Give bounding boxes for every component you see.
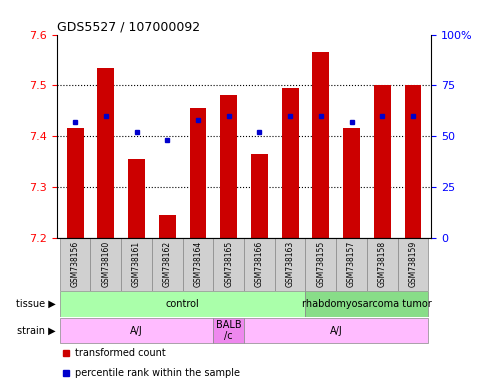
- Bar: [374, 85, 390, 238]
- Text: tissue ▶: tissue ▶: [16, 299, 56, 309]
- Text: GSM738161: GSM738161: [132, 241, 141, 287]
- Bar: [404, 85, 422, 238]
- Bar: [336, 238, 367, 291]
- Bar: [343, 129, 360, 238]
- Text: GSM738165: GSM738165: [224, 241, 233, 287]
- Bar: [67, 129, 84, 238]
- Text: GSM738164: GSM738164: [193, 241, 203, 287]
- Text: percentile rank within the sample: percentile rank within the sample: [75, 368, 240, 378]
- Bar: [121, 238, 152, 291]
- Bar: [275, 238, 306, 291]
- Bar: [159, 215, 176, 238]
- Bar: [98, 68, 114, 238]
- Bar: [91, 238, 121, 291]
- Text: GSM738162: GSM738162: [163, 241, 172, 287]
- Text: strain ▶: strain ▶: [17, 326, 56, 336]
- Bar: [367, 238, 397, 291]
- Bar: [306, 238, 336, 291]
- Text: GSM738159: GSM738159: [408, 241, 418, 287]
- Text: GSM738155: GSM738155: [317, 241, 325, 287]
- Text: BALB
/c: BALB /c: [216, 320, 242, 341]
- Text: GSM738160: GSM738160: [102, 241, 110, 287]
- Bar: [213, 318, 244, 343]
- Bar: [152, 238, 182, 291]
- Bar: [397, 238, 428, 291]
- Bar: [182, 238, 213, 291]
- Bar: [313, 52, 329, 238]
- Bar: [60, 238, 91, 291]
- Text: rhabdomyosarcoma tumor: rhabdomyosarcoma tumor: [302, 299, 432, 309]
- Bar: [60, 318, 213, 343]
- Text: GSM738163: GSM738163: [285, 241, 295, 287]
- Text: control: control: [166, 299, 200, 309]
- Bar: [220, 96, 237, 238]
- Text: GSM738166: GSM738166: [255, 241, 264, 287]
- Bar: [189, 108, 207, 238]
- Text: GDS5527 / 107000092: GDS5527 / 107000092: [57, 20, 200, 33]
- Bar: [60, 291, 306, 317]
- Text: A/J: A/J: [130, 326, 143, 336]
- Text: GSM738157: GSM738157: [347, 241, 356, 287]
- Text: A/J: A/J: [330, 326, 343, 336]
- Bar: [244, 318, 428, 343]
- Text: GSM738158: GSM738158: [378, 241, 387, 287]
- Bar: [244, 238, 275, 291]
- Bar: [251, 154, 268, 238]
- Text: GSM738156: GSM738156: [70, 241, 80, 287]
- Bar: [282, 88, 299, 238]
- Bar: [306, 291, 428, 317]
- Text: transformed count: transformed count: [75, 348, 166, 358]
- Bar: [128, 159, 145, 238]
- Bar: [213, 238, 244, 291]
